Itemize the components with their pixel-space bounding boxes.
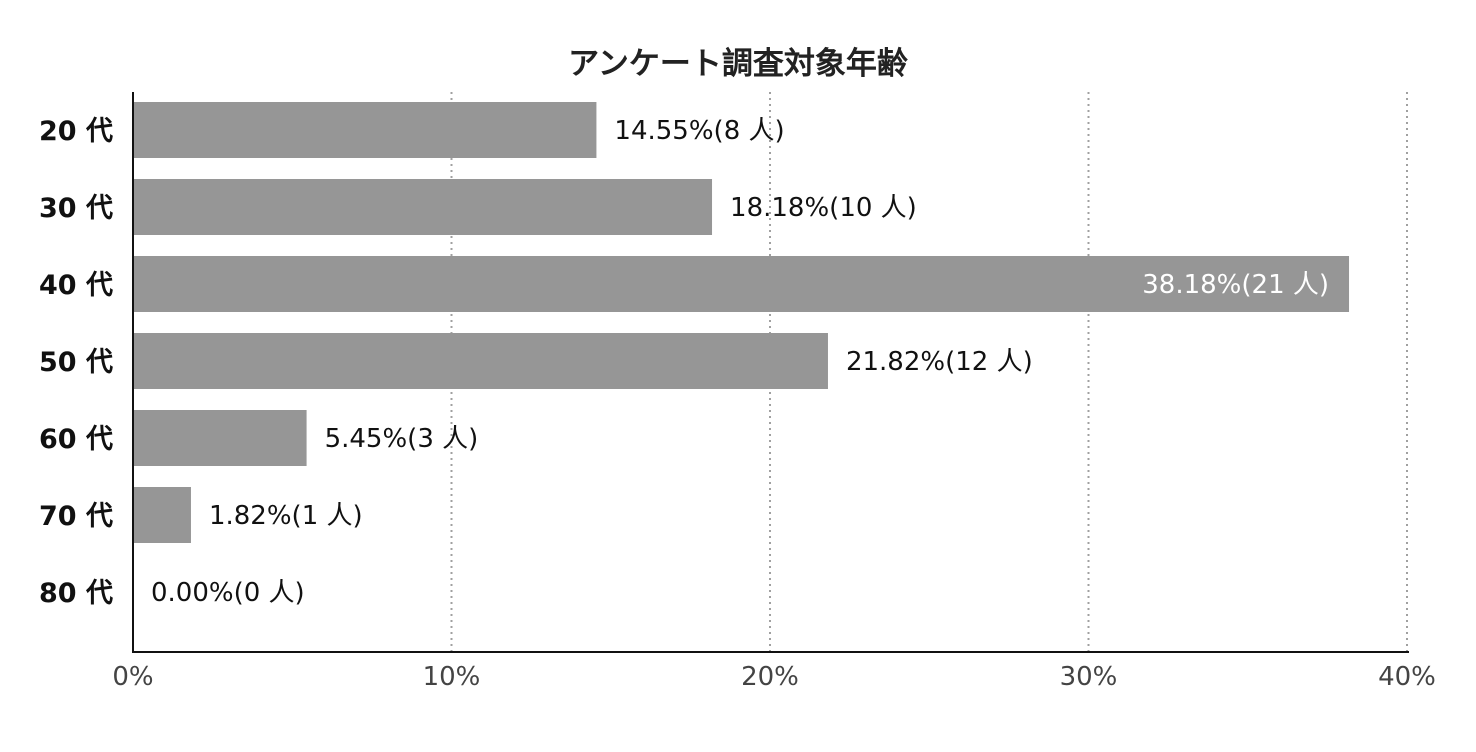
bars — [133, 102, 1350, 543]
category-label: 40 代 — [39, 270, 113, 301]
x-tick-label: 30% — [1060, 662, 1118, 692]
axes — [132, 92, 1409, 653]
category-label: 70 代 — [39, 501, 113, 532]
category-label: 60 代 — [39, 424, 113, 455]
data-label: 38.18%(21 人) — [1142, 270, 1329, 300]
bar — [133, 102, 597, 158]
x-tick-label: 20% — [741, 662, 799, 692]
x-tick-label: 0% — [112, 662, 153, 692]
data-label: 14.55%(8 人) — [614, 116, 784, 146]
bar — [133, 410, 307, 466]
bar — [133, 256, 1350, 312]
category-label: 50 代 — [39, 347, 113, 378]
bar — [133, 333, 828, 389]
bar — [133, 179, 713, 235]
x-tick-label: 10% — [423, 662, 481, 692]
labels: 0% 10% 20% 30% 40% 20 代 14.55%(8 人) 30 代 18.18%(… — [39, 116, 1436, 692]
data-label: 21.82%(12 人) — [846, 347, 1033, 377]
category-label: 80 代 — [39, 578, 113, 609]
bar — [133, 487, 191, 543]
data-label: 0.00%(0 人) — [151, 578, 305, 608]
x-tick-label: 40% — [1378, 662, 1436, 692]
data-label: 5.45%(3 人) — [325, 424, 479, 454]
category-label: 20 代 — [39, 116, 113, 147]
chart-title: アンケート調査対象年齢 — [568, 46, 908, 82]
category-label: 30 代 — [39, 193, 113, 224]
data-label: 18.18%(10 人) — [730, 193, 917, 223]
data-label: 1.82%(1 人) — [209, 501, 363, 531]
